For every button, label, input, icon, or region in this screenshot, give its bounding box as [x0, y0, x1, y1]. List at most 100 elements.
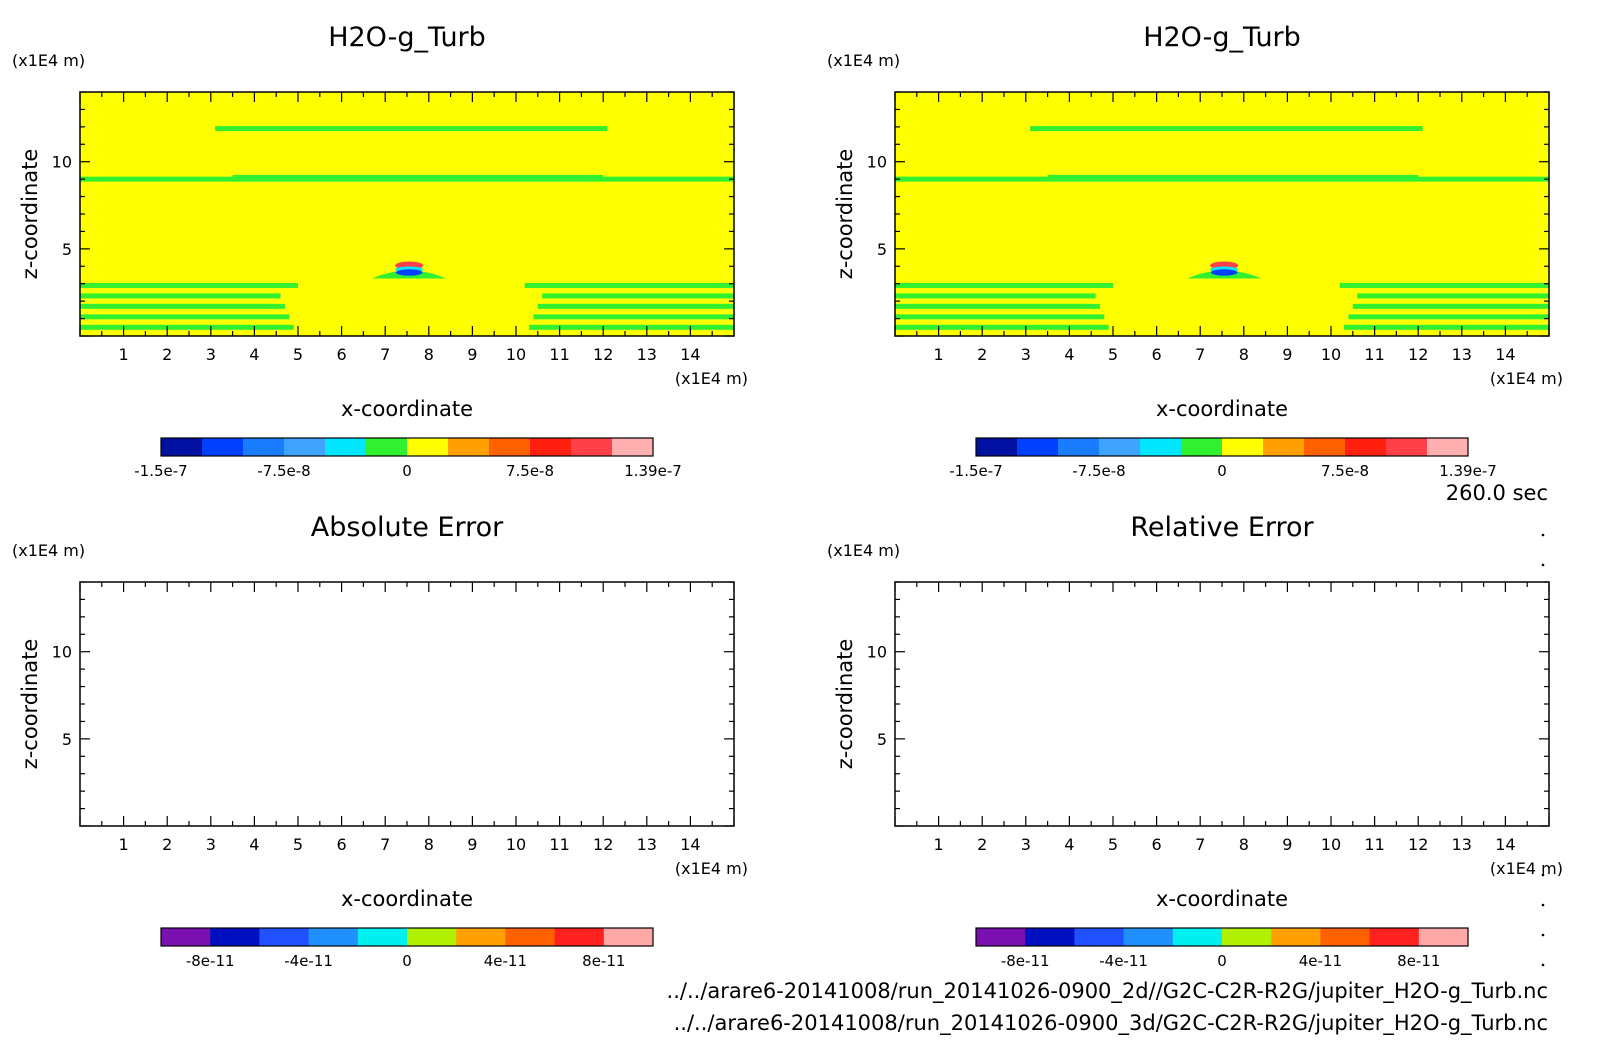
x-tick-label: 3: [1021, 345, 1031, 364]
margin-dot: [1541, 533, 1545, 537]
colorbar-label: -4e-11: [284, 952, 333, 970]
z-tick-label: 5: [62, 240, 72, 259]
colorbar-frame: [160, 927, 654, 947]
x-unit-label: (x1E4 m): [675, 369, 748, 388]
colorbar-swatch: [530, 438, 572, 456]
margin-dot: [1541, 903, 1545, 907]
chart-title: H2O-g_Turb: [1143, 22, 1301, 53]
x-axis-label: x-coordinate: [1156, 887, 1288, 911]
colorbar-label: -8e-11: [186, 952, 235, 970]
x-tick-label: 12: [1408, 835, 1428, 854]
x-tick-label: 10: [506, 835, 526, 854]
x-tick-label: 14: [1495, 345, 1515, 364]
colorbar-label: 7.5e-8: [1321, 462, 1369, 480]
x-axis-label: x-coordinate: [341, 887, 473, 911]
x-tick-label: 14: [1495, 835, 1515, 854]
contour-band: [80, 282, 298, 288]
contour-band: [215, 126, 608, 132]
x-tick-label: 1: [119, 835, 129, 854]
contour-band: [1339, 282, 1549, 288]
x-axis-label: x-coordinate: [1156, 397, 1288, 421]
contour-band: [895, 314, 1105, 320]
chart-panel: H2O-g_Turb(x1E4 m)(x1E4 m)1 2 3 4 5 6 7 8 9 10 11 1…: [827, 22, 1563, 480]
z-tick-label: 10: [52, 153, 72, 172]
contour-band: [533, 314, 734, 320]
x-tick-label: 14: [680, 345, 700, 364]
colorbar-label: -1.5e-7: [134, 462, 187, 480]
x-tick-label: 2: [162, 345, 172, 364]
margin-dot: [1541, 963, 1545, 967]
x-tick-label: 9: [467, 345, 477, 364]
x-tick-label: 1: [934, 345, 944, 364]
x-tick-label: 3: [206, 835, 216, 854]
x-tick-label: 7: [1195, 835, 1205, 854]
x-tick-label: 2: [977, 835, 987, 854]
x-tick-label: 12: [1408, 345, 1428, 364]
contour-band: [80, 324, 294, 330]
x-tick-label: 13: [1452, 345, 1472, 364]
file-path-1: ../../arare6-20141008/run_20141026-0900_…: [667, 979, 1548, 1004]
contour-band: [1047, 174, 1419, 180]
colorbar-label: 0: [1217, 462, 1227, 480]
x-tick-label: 5: [293, 835, 303, 854]
contour-band: [1348, 314, 1549, 320]
colorbar-label: -4e-11: [1099, 952, 1148, 970]
x-tick-label: 5: [1108, 345, 1118, 364]
colorbar-swatch: [489, 438, 531, 456]
x-tick-label: 8: [1239, 345, 1249, 364]
x-tick-label: 9: [1282, 835, 1292, 854]
colorbar-swatch: [308, 928, 359, 946]
z-unit-label: (x1E4 m): [12, 51, 85, 70]
colorbar-label: -1.5e-7: [949, 462, 1002, 480]
colorbar-label: -7.5e-8: [257, 462, 310, 480]
chart-title: Relative Error: [1130, 512, 1314, 543]
colorbar-swatch: [1369, 928, 1420, 946]
x-tick-label: 8: [424, 345, 434, 364]
contour-negative-core: [1210, 269, 1238, 276]
colorbar-swatch: [243, 438, 285, 456]
colorbar-swatch: [161, 438, 203, 456]
z-unit-label: (x1E4 m): [827, 541, 900, 560]
x-tick-label: 11: [1364, 835, 1384, 854]
colorbar-swatch: [1427, 438, 1469, 456]
chart-panel: Relative Error(x1E4 m)(x1E4 m)1 2 3 4 5 6 7 8 9 1…: [827, 512, 1563, 970]
chart-panel: H2O-g_Turb(x1E4 m)(x1E4 m)1 2 3 4 5 6 7 8 9 10 11 1…: [12, 22, 748, 480]
colorbar-swatch: [1263, 438, 1305, 456]
z-tick-label: 10: [52, 643, 72, 662]
colorbar-swatch: [571, 438, 613, 456]
x-tick-label: 11: [1364, 345, 1384, 364]
contour-band: [895, 303, 1100, 309]
x-tick-label: 7: [380, 345, 390, 364]
file-path-2: ../../arare6-20141008/run_20141026-0900_…: [674, 1011, 1548, 1036]
x-axis-label: x-coordinate: [341, 397, 473, 421]
x-tick-label: 10: [1321, 835, 1341, 854]
plot-background: [80, 582, 734, 826]
x-tick-label: 6: [337, 835, 347, 854]
plot-background: [895, 582, 1549, 826]
time-label: 260.0 sec: [1446, 481, 1548, 505]
colorbar-label: 4e-11: [1299, 952, 1342, 970]
colorbar-swatch: [1418, 928, 1469, 946]
x-tick-label: 4: [249, 345, 259, 364]
colorbar-swatch: [210, 928, 260, 946]
colorbar-swatch: [366, 438, 408, 456]
x-tick-label: 3: [206, 345, 216, 364]
contour-band: [542, 293, 734, 299]
x-tick-label: 13: [1452, 835, 1472, 854]
colorbar-swatch: [202, 438, 244, 456]
colorbar-swatch: [1074, 928, 1125, 946]
colorbar-label: 8e-11: [582, 952, 625, 970]
colorbar-label: 4e-11: [484, 952, 527, 970]
colorbar-frame: [975, 437, 1469, 457]
chart-panel: Absolute Error(x1E4 m)(x1E4 m)1 2 3 4 5 6 7 8 9 1…: [12, 512, 748, 970]
x-tick-label: 10: [1321, 345, 1341, 364]
colorbar-swatch: [325, 438, 367, 456]
z-axis-label: z-coordinate: [833, 149, 857, 280]
z-tick-label: 10: [867, 643, 887, 662]
colorbar-label: 0: [1217, 952, 1227, 970]
x-tick-label: 1: [119, 345, 129, 364]
x-tick-label: 5: [1108, 835, 1118, 854]
colorbar-swatch: [976, 438, 1018, 456]
colorbar-swatch: [407, 928, 457, 946]
colorbar-swatch: [612, 438, 654, 456]
